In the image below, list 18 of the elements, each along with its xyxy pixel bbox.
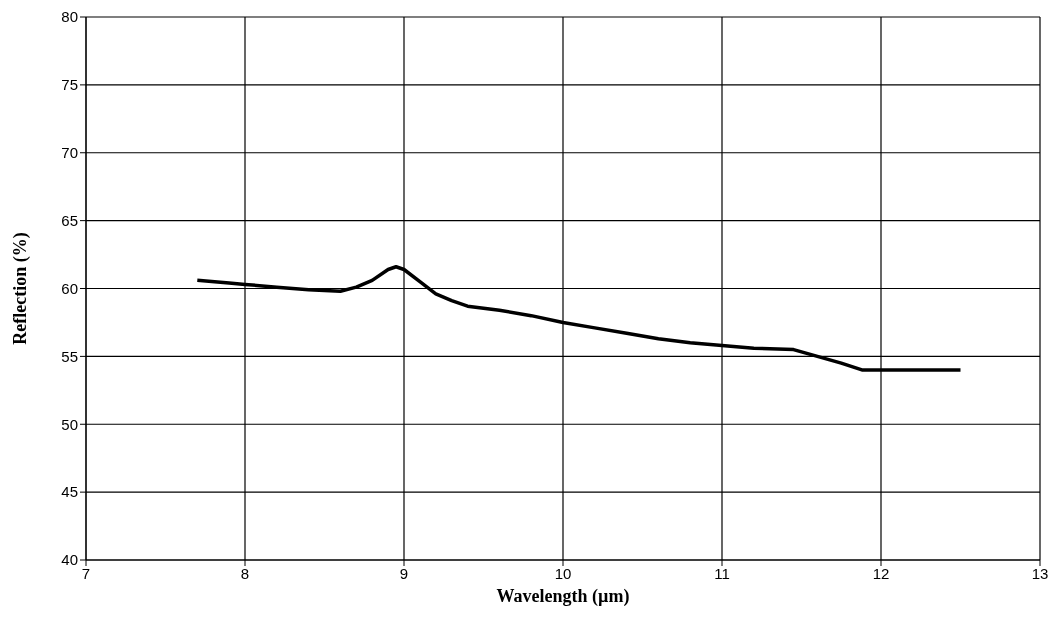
y-tick-label: 45	[61, 483, 78, 501]
x-tick-label: 11	[714, 564, 730, 582]
y-tick-label: 65	[61, 211, 78, 229]
x-tick-label: 13	[1031, 564, 1049, 582]
y-tick-label: 80	[61, 8, 78, 26]
y-tick-label: 60	[61, 279, 78, 297]
x-tick-label: 10	[554, 564, 572, 582]
x-tick-label: 8	[240, 564, 250, 582]
x-axis-title: Wavelength (µm)	[496, 586, 630, 607]
y-tick-label: 55	[61, 347, 78, 365]
y-tick-label: 70	[61, 144, 78, 162]
y-tick-label: 75	[61, 76, 78, 94]
y-tick-label: 50	[61, 415, 78, 433]
x-tick-label: 9	[399, 564, 409, 582]
y-axis-title: Reflection (%)	[10, 232, 32, 345]
x-tick-label: 12	[872, 564, 890, 582]
x-tick-label: 7	[81, 564, 91, 582]
y-tick-label: 40	[61, 551, 78, 569]
